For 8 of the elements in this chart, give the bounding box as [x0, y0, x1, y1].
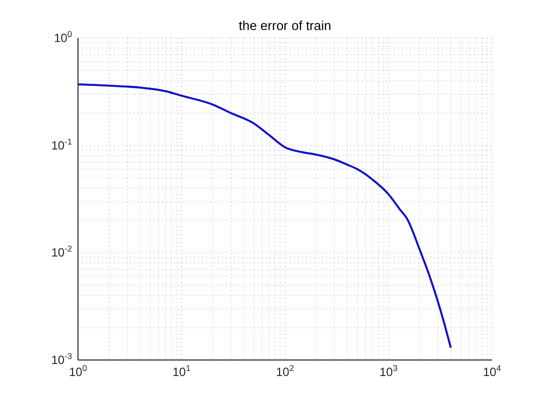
x-tick-label: 10$^{3}$ [379, 363, 398, 379]
x-tick-label: 10$^{2}$ [276, 363, 294, 379]
chart-title: the error of train [238, 18, 332, 33]
x-tick-label: 10$^{4}$ [482, 363, 502, 379]
y-tick-label: 10$^{-1}$ [51, 136, 72, 152]
y-tick-label: 10$^{0}$ [54, 29, 72, 45]
x-tick-label: 10$^{1}$ [172, 363, 191, 379]
y-tick-label: 10$^{-2}$ [51, 244, 72, 260]
